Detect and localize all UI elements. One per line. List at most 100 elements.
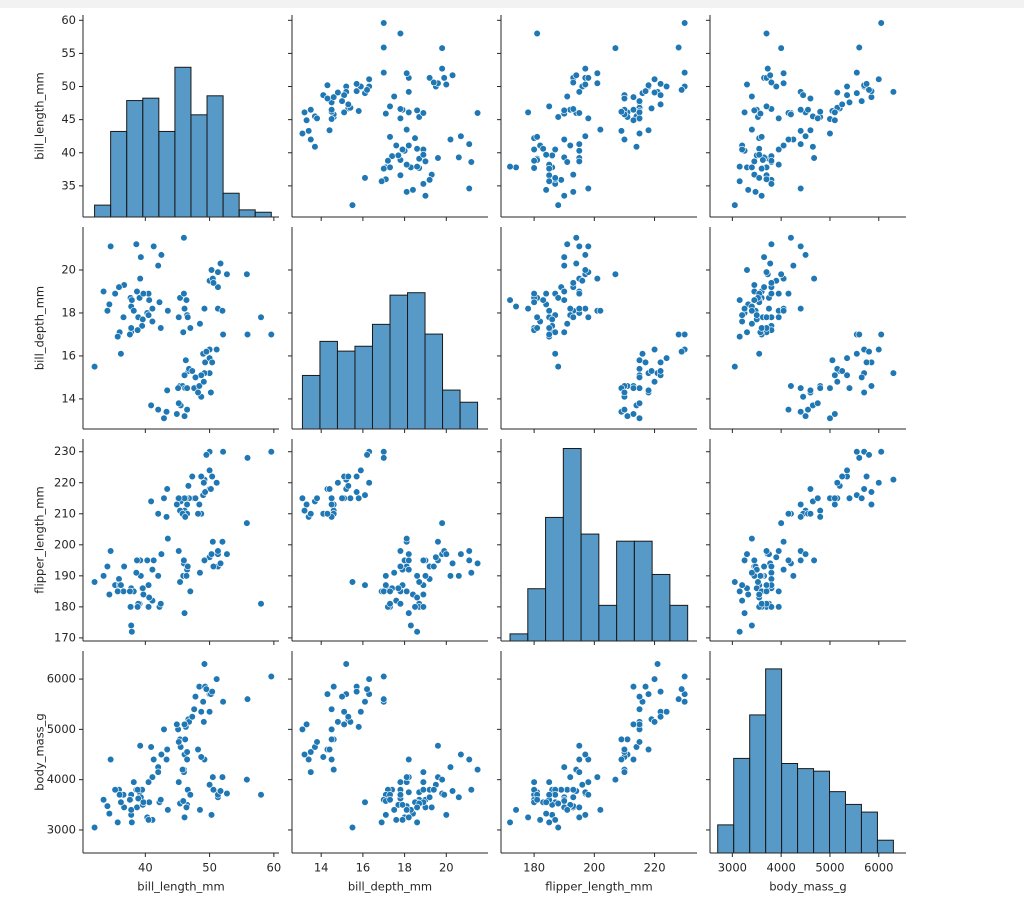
scatter-point — [405, 566, 413, 574]
scatter-point — [581, 80, 589, 89]
scatter-point — [134, 786, 142, 794]
panel — [288, 227, 488, 433]
scatter-point — [767, 562, 775, 571]
scatter-point — [218, 773, 227, 781]
scatter-point — [90, 363, 99, 371]
scatter-point — [426, 793, 434, 801]
hist-bar — [407, 292, 426, 430]
scatter-point — [340, 708, 348, 716]
scatter-point — [777, 44, 785, 52]
scatter-point — [115, 283, 123, 291]
scatter-point — [415, 578, 423, 586]
scatter-point — [650, 88, 659, 97]
hist-bar — [126, 100, 144, 218]
hist-bar — [442, 389, 461, 430]
scatter-point — [384, 157, 392, 165]
scatter-point — [394, 151, 402, 160]
panel: 14 16 18 20 — [61, 227, 279, 433]
scatter-point — [635, 373, 644, 382]
scatter-point — [593, 69, 601, 77]
scatter-point — [551, 816, 559, 824]
scatter-point — [545, 791, 553, 799]
scatter-point — [344, 713, 352, 721]
scatter-point — [162, 408, 171, 416]
scatter-point — [738, 581, 746, 589]
scatter-point — [838, 367, 846, 375]
scatter-point — [753, 311, 761, 319]
scatter-point — [804, 406, 812, 414]
scatter-point — [843, 82, 851, 91]
scatter-point — [799, 91, 807, 99]
scatter-point — [419, 786, 427, 794]
scatter-point — [465, 755, 473, 764]
scatter-point — [218, 538, 227, 546]
scatter-point — [779, 307, 788, 315]
scatter-point — [219, 330, 227, 339]
scatter-point — [173, 720, 181, 728]
hist-bar — [459, 401, 479, 430]
scatter-point — [378, 177, 386, 185]
scatter-point — [889, 476, 898, 484]
scatter-point — [799, 393, 807, 401]
scatter-point — [750, 281, 758, 289]
scatter-point — [801, 550, 810, 558]
scatter-point — [767, 279, 775, 287]
scatter-point — [560, 192, 568, 200]
scatter-point — [743, 550, 751, 558]
panel: 35 40 45 50 55 60 — [61, 13, 279, 221]
scatter-point — [133, 556, 141, 564]
scatter-point — [596, 307, 604, 315]
scatter-point — [419, 768, 427, 776]
scatter-point — [593, 79, 601, 87]
scatter-point — [214, 283, 222, 291]
scatter-point — [328, 106, 336, 114]
scatter-point — [748, 535, 756, 543]
scatter-point — [127, 806, 135, 814]
scatter-point — [560, 763, 568, 771]
scatter-point — [157, 600, 165, 608]
scatter-point — [551, 174, 559, 182]
scatter-point — [243, 270, 251, 278]
hist-bar — [813, 770, 831, 854]
scatter-point — [434, 742, 442, 750]
scatter-point — [105, 300, 113, 308]
scatter-point — [448, 787, 457, 795]
x-tick-label: 40 — [138, 861, 153, 875]
scatter-point — [545, 778, 553, 786]
scatter-point — [133, 287, 141, 296]
scatter-point — [128, 296, 136, 304]
y-tick-label: 4000 — [47, 772, 76, 786]
scatter-point — [578, 277, 586, 285]
scatter-point — [889, 88, 898, 96]
scatter-point — [183, 748, 191, 756]
scatter-point — [344, 472, 352, 481]
scatter-point — [554, 201, 562, 209]
scatter-point — [175, 547, 183, 555]
scatter-point — [130, 778, 138, 786]
scatter-point — [756, 110, 765, 118]
scatter-point — [155, 298, 164, 306]
scatter-point — [179, 328, 187, 336]
scatter-point — [353, 688, 361, 696]
y-tick-label: 16 — [61, 348, 76, 362]
scatter-point — [405, 609, 413, 617]
scatter-point — [114, 332, 122, 341]
scatter-point — [380, 448, 388, 456]
scatter-point — [213, 675, 221, 683]
scatter-point — [806, 94, 815, 103]
scatter-point — [148, 773, 157, 781]
scatter-point — [430, 786, 438, 794]
scatter-point — [545, 177, 553, 185]
scatter-point — [116, 791, 124, 799]
hist-bar — [844, 803, 862, 854]
scatter-point — [826, 414, 834, 422]
scatter-point — [560, 262, 568, 270]
scatter-point — [207, 550, 216, 558]
panel — [497, 15, 697, 221]
scatter-point — [831, 116, 839, 124]
scatter-point — [831, 500, 839, 509]
scatter-point — [180, 720, 189, 728]
scatter-point — [853, 69, 861, 77]
panel: 3000 4000 5000 6000 40 50 60 — [47, 651, 281, 875]
scatter-point — [328, 755, 336, 764]
